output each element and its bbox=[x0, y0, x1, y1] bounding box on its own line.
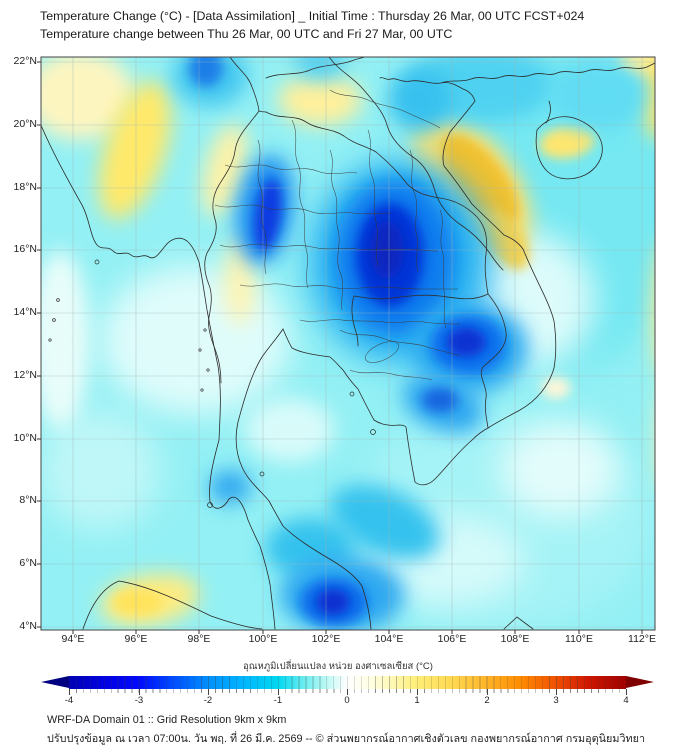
lon-tick-label: 112°E bbox=[628, 633, 656, 645]
lon-tick-label: 102°E bbox=[311, 633, 341, 645]
colorbar-tick-label: 4 bbox=[623, 695, 629, 706]
country-borders bbox=[204, 57, 507, 429]
map-field bbox=[41, 57, 655, 630]
colorbar-major-tick bbox=[556, 689, 557, 695]
colorbar-major-tick bbox=[69, 689, 70, 695]
colorbar-major-tick bbox=[417, 689, 418, 695]
lon-tick-label: 108°E bbox=[500, 633, 530, 645]
lat-tick-label: 20°N bbox=[13, 118, 37, 130]
lat-tick-label: 8°N bbox=[19, 494, 37, 506]
colorbar-tick-label: 1 bbox=[414, 695, 420, 706]
colorbar-major-tick bbox=[278, 689, 279, 695]
colorbar-tick-label: -3 bbox=[134, 695, 144, 706]
figure-title-line1: Temperature Change (°C) - [Data Assimila… bbox=[40, 9, 585, 23]
colorbar-major-tick bbox=[347, 689, 348, 695]
map-canvas bbox=[37, 56, 656, 634]
lon-tick-label: 94°E bbox=[61, 633, 85, 645]
lat-tick-label: 16°N bbox=[13, 243, 37, 255]
colorbar-title: อุณหภูมิเปลี่ยนแปลง หน่วย องศาเซลเซียส (… bbox=[243, 661, 433, 672]
lat-tick-label: 6°N bbox=[19, 557, 37, 569]
province-borders bbox=[214, 89, 461, 381]
colorbar-tick-label: -1 bbox=[273, 695, 283, 706]
colorbar-major-tick bbox=[139, 689, 140, 695]
lon-tick-label: 104°E bbox=[374, 633, 404, 645]
lat-tick-label: 12°N bbox=[13, 369, 37, 381]
colorbar-tick-label: 2 bbox=[484, 695, 490, 706]
lon-tick-label: 96°E bbox=[124, 633, 148, 645]
colorbar-left-arrow-icon bbox=[41, 676, 69, 688]
colorbar: -4 -3 -2 -1 0 1 2 3 4 bbox=[41, 676, 654, 706]
colorbar-tick-label: 3 bbox=[553, 695, 559, 706]
figure-title-line2: Temperature change between Thu 26 Mar, 0… bbox=[40, 27, 453, 41]
islands bbox=[48, 259, 376, 508]
colorbar-gradient bbox=[69, 676, 626, 689]
colorbar-major-tick bbox=[626, 689, 627, 695]
lon-tick-label: 98°E bbox=[187, 633, 211, 645]
graticule bbox=[41, 57, 655, 630]
coastlines bbox=[41, 62, 655, 630]
map-frame bbox=[40, 56, 656, 631]
lat-tick-label: 18°N bbox=[13, 181, 37, 193]
colorbar-major-tick bbox=[208, 689, 209, 695]
footer-update-info: ปรับปรุงข้อมูล ณ เวลา 07:00น. วัน พฤ. ที… bbox=[47, 733, 646, 745]
lat-tick-label: 4°N bbox=[19, 620, 37, 632]
colorbar-tick-label: 0 bbox=[344, 695, 350, 706]
colorbar-major-tick bbox=[487, 689, 488, 695]
colorbar-tick-label: -2 bbox=[203, 695, 213, 706]
lon-tick-label: 100°E bbox=[248, 633, 278, 645]
colorbar-right-arrow-icon bbox=[626, 676, 654, 688]
lat-tick-label: 22°N bbox=[13, 55, 37, 67]
axis-ticks bbox=[37, 61, 643, 634]
lon-tick-label: 110°E bbox=[565, 633, 593, 645]
footer-domain-info: WRF-DA Domain 01 :: Grid Resolution 9km … bbox=[47, 714, 287, 726]
lat-tick-label: 10°N bbox=[13, 432, 37, 444]
colorbar-tick-label: -4 bbox=[64, 695, 74, 706]
lon-tick-label: 106°E bbox=[437, 633, 467, 645]
lat-tick-label: 14°N bbox=[13, 306, 37, 318]
